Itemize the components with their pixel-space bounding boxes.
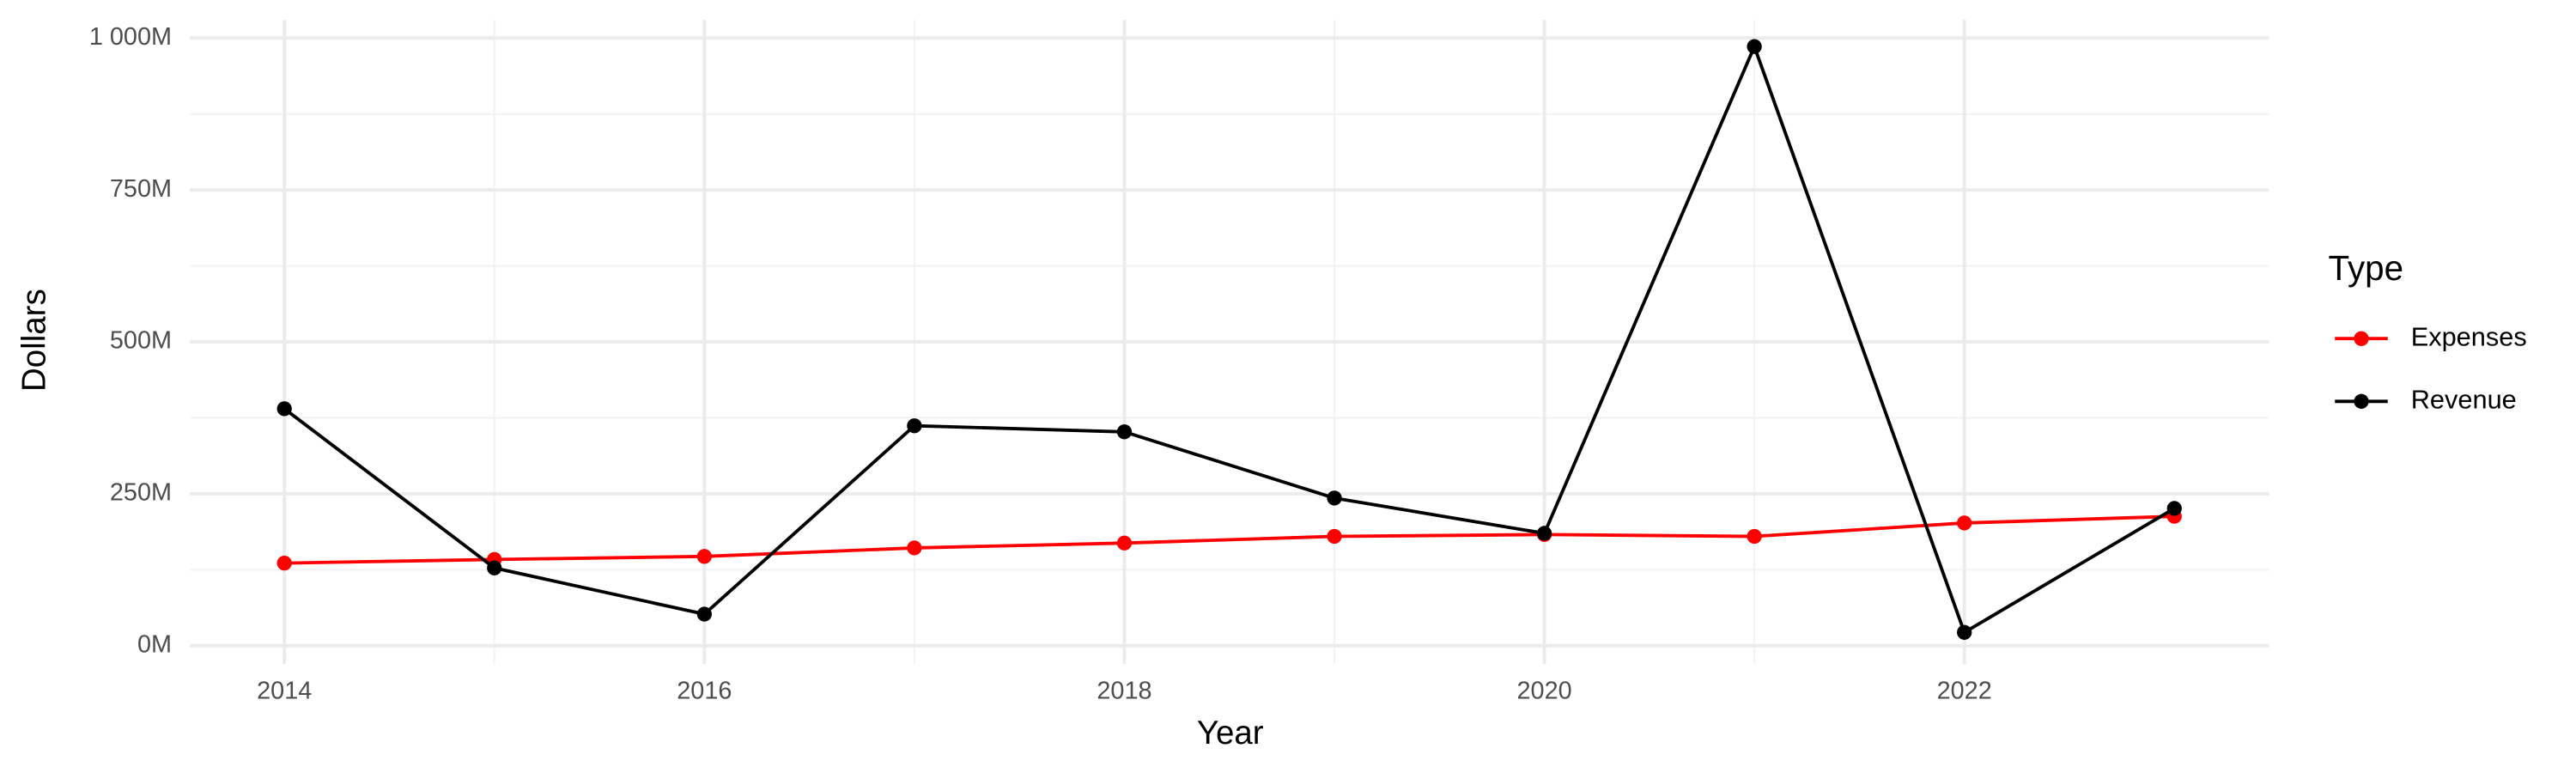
data-point [907, 540, 922, 556]
x-axis-title: Year [1197, 715, 1264, 752]
data-point [276, 555, 292, 571]
series-line [283, 41, 2176, 636]
x-tick-label: 2020 [1517, 677, 1572, 704]
x-tick-label: 2018 [1097, 677, 1151, 704]
series-line [284, 514, 2175, 565]
y-tick-label: 250M [110, 479, 172, 507]
data-point [1327, 490, 1342, 506]
data-point [1116, 424, 1133, 440]
y-tick-label: 750M [110, 175, 172, 203]
x-tick-label: 2016 [677, 677, 732, 704]
x-tick-label: 2014 [257, 677, 312, 704]
y-tick-label: 500M [110, 327, 172, 355]
data-point [696, 549, 712, 564]
data-point [1536, 526, 1552, 541]
data-point [1957, 515, 1972, 531]
data-point [1116, 535, 1133, 551]
data-point [1957, 624, 1972, 640]
x-tick-label: 2022 [1937, 677, 1992, 704]
data-point [2166, 501, 2182, 516]
legend-label: Expenses [2411, 321, 2527, 351]
legend-title: Type [2329, 248, 2404, 288]
y-tick-label: 1 000M [89, 23, 172, 51]
data-point [487, 560, 502, 575]
data-point [1327, 528, 1342, 545]
legend-label: Revenue [2411, 384, 2517, 414]
data-point [696, 606, 712, 622]
y-tick-label: 0M [137, 630, 172, 658]
legend-marker [2354, 331, 2369, 346]
data-point [1747, 528, 1762, 545]
data-point [276, 401, 292, 417]
y-axis-title: Dollars [15, 289, 52, 392]
data-point [907, 418, 922, 434]
data-point [1747, 39, 1762, 54]
legend-marker [2354, 393, 2369, 409]
